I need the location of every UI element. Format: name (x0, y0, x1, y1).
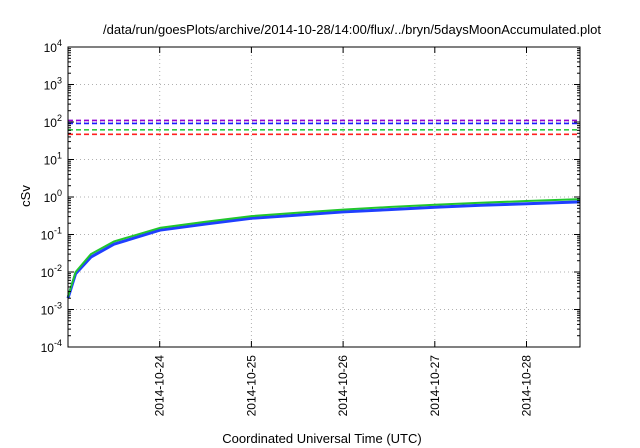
y-tick-exponent: -4 (54, 338, 62, 348)
x-tick-label: 2014-10-26 (336, 355, 350, 417)
y-tick-exponent: 0 (57, 188, 62, 198)
y-tick-base: 10 (41, 341, 55, 355)
y-tick-base: 10 (44, 79, 58, 93)
y-tick-exponent: -2 (54, 263, 62, 273)
y-tick-exponent: 3 (57, 76, 62, 86)
x-tick-label: 2014-10-25 (244, 355, 258, 417)
y-tick-exponent: -3 (54, 301, 62, 311)
y-tick-label: 101 (44, 151, 62, 168)
y-axis-label: cSv (18, 185, 33, 207)
y-tick-base: 10 (44, 41, 58, 55)
y-tick-base: 10 (41, 229, 55, 243)
y-tick-label: 104 (44, 38, 62, 55)
x-tick-label: 2014-10-27 (428, 355, 442, 417)
y-tick-label: 10-4 (41, 338, 62, 355)
y-tick-label: 102 (44, 113, 62, 130)
y-tick-base: 10 (44, 191, 58, 205)
y-tick-label: 100 (44, 188, 62, 205)
x-tick-label: 2014-10-28 (520, 355, 534, 417)
y-tick-label: 10-2 (41, 263, 62, 280)
series-line-1 (66, 200, 581, 299)
y-tick-label: 10-1 (41, 226, 62, 243)
y-tick-base: 10 (41, 304, 55, 318)
y-tick-base: 10 (44, 154, 58, 168)
y-tick-exponent: 1 (57, 151, 62, 161)
grid (68, 47, 580, 347)
chart-title: /data/run/goesPlots/archive/2014-10-28/1… (103, 22, 601, 37)
ticks: 10-410-310-210-11001011021031042014-10-2… (41, 38, 580, 416)
y-tick-label: 10-3 (41, 301, 62, 318)
y-tick-exponent: -1 (54, 226, 62, 236)
y-tick-base: 10 (44, 116, 58, 130)
y-tick-exponent: 4 (57, 38, 62, 48)
y-tick-label: 103 (44, 76, 62, 93)
series-layer (66, 119, 581, 299)
y-tick-base: 10 (41, 266, 55, 280)
x-tick-label: 2014-10-24 (153, 355, 167, 417)
x-axis-label: Coordinated Universal Time (UTC) (222, 431, 421, 446)
series-line-2 (67, 198, 581, 297)
y-tick-exponent: 2 (57, 113, 62, 123)
